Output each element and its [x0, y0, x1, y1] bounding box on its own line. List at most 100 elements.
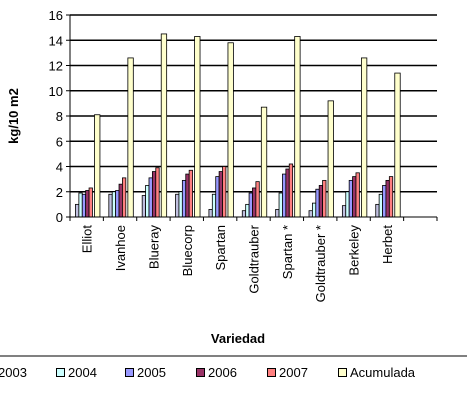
y-tick-label: 10 [49, 84, 63, 99]
bar-2007-Spartan * [288, 163, 294, 218]
legend-item: 2007 [267, 365, 308, 380]
bar-2003-Elliot [75, 203, 80, 218]
legend-item: Acumulada [338, 365, 415, 380]
bar-2006-Berkeley [352, 176, 357, 218]
bar-2003-Goldtrauber * [308, 210, 313, 218]
bar-2006-Bluecorp [185, 173, 190, 218]
y-tick-label: 2 [56, 185, 63, 200]
bar-Acumulada-Goldtrauber [260, 106, 268, 218]
grid-lines [70, 14, 437, 193]
bar-2007-Ivanhoe [122, 177, 127, 218]
bar-2003-Berkeley [341, 205, 347, 218]
bar-2005-Ivanhoe [115, 190, 120, 218]
bar-2003-Bluecorp [175, 193, 180, 218]
bar-Acumulada-Berkeley [361, 57, 368, 218]
bar-2005-Goldtrauber [248, 192, 253, 218]
bar-2004-Spartan * [278, 192, 283, 218]
legend-item: 2005 [125, 365, 166, 380]
bar-2004-Herbet [378, 193, 383, 218]
bar-2003-Herbet [375, 203, 380, 218]
legend-label: Acumulada [350, 365, 416, 380]
bar-Acumulada-Spartan * [294, 36, 301, 218]
bar-2004-Goldtrauber [245, 203, 250, 218]
bar-2004-Blueray [145, 185, 150, 218]
bar-2007-Goldtrauber [255, 181, 260, 218]
bar-2005-Bluecorp [181, 179, 187, 218]
tick-labels: 0 2 4 6 8 10 12 14 16 Elliot Ivanhoe Blueray Bluecor… [49, 8, 395, 302]
bar-2005-Goldtrauber * [315, 188, 320, 218]
y-axis-label: kg/10 m2 [6, 88, 21, 144]
x-tick-label: Blueray [146, 225, 161, 270]
bar-2006-Spartan [218, 171, 223, 218]
bar-2003-Goldtrauber [241, 210, 247, 218]
bar-2006-Ivanhoe [118, 183, 123, 218]
x-tick-label: Spartan * [280, 225, 295, 279]
legend-swatch [56, 368, 65, 377]
bar-2004-Goldtrauber * [312, 202, 317, 218]
legend: 2003 2004 2005 2006 2007 Acumulada [0, 365, 467, 389]
y-tick-label: 16 [49, 8, 63, 23]
legend-swatch [338, 368, 347, 377]
bar-2006-Spartan * [285, 168, 290, 218]
y-tick-label: 8 [56, 109, 63, 124]
bar-Acumulada-Spartan [227, 42, 234, 218]
x-tick-label: Goldtrauber * [313, 225, 328, 302]
bar-2005-Herbet [382, 185, 387, 218]
bar-2006-Goldtrauber * [318, 185, 324, 218]
bar-2007-Blueray [155, 167, 160, 218]
bar-2005-Berkeley [348, 179, 353, 218]
bar-2006-Elliot [85, 190, 90, 218]
bar-2004-Ivanhoe [111, 191, 117, 218]
bar-2007-Herbet [388, 176, 394, 218]
legend-item: 2006 [196, 365, 237, 380]
legend-label: 2006 [208, 365, 237, 380]
legend-swatch [125, 368, 134, 377]
legend-item: 2004 [56, 365, 97, 380]
x-tick-label: Goldtrauber [247, 224, 262, 293]
y-tick-label: 14 [49, 33, 63, 48]
bar-2004-Elliot [78, 192, 83, 218]
x-tick-label: Spartan [213, 225, 228, 271]
bar-2007-Goldtrauber * [322, 179, 327, 218]
y-tick-label: 0 [56, 210, 63, 225]
legend-swatch [196, 368, 205, 377]
y-tick-label: 6 [56, 134, 63, 149]
legend-swatch [267, 368, 276, 377]
bar-Acumulada-Ivanhoe [127, 57, 134, 218]
bar-2005-Blueray [148, 177, 153, 218]
y-tick-label: 4 [56, 160, 63, 175]
bar-2005-Spartan [215, 176, 220, 218]
legend-item: 2003 [0, 365, 27, 380]
x-tick-label: Herbet [380, 225, 395, 264]
bar-2003-Spartan [208, 209, 213, 218]
bar-2006-Blueray [151, 171, 157, 218]
legend-label: 2007 [279, 365, 308, 380]
x-tick-label: Ivanhoe [113, 225, 128, 271]
legend-label: 2004 [68, 365, 97, 380]
x-axis-label: Variedad [211, 331, 265, 346]
bar-2005-Spartan * [282, 173, 287, 218]
x-tick-label: Bluecorp [180, 225, 195, 276]
x-tick-label: Berkeley [347, 225, 362, 276]
legend-label: 2003 [0, 365, 27, 380]
bar-2007-Bluecorp [188, 169, 193, 218]
bar-2006-Goldtrauber [252, 187, 257, 218]
bar-2006-Herbet [385, 179, 390, 218]
bar-2007-Spartan [222, 166, 227, 218]
bars [75, 33, 401, 218]
axes [66, 14, 438, 221]
bar-2004-Bluecorp [178, 191, 183, 218]
bar-2003-Blueray [141, 195, 146, 218]
bar-2004-Berkeley [345, 191, 350, 218]
bar-Acumulada-Bluecorp [194, 36, 201, 218]
bar-Acumulada-Herbet [394, 72, 401, 218]
bar-2005-Elliot [81, 193, 87, 218]
bar-2007-Berkeley [355, 172, 360, 218]
bar-Acumulada-Goldtrauber * [327, 100, 334, 218]
legend-label: 2005 [137, 365, 166, 380]
bar-2004-Spartan [211, 193, 217, 218]
y-tick-label: 12 [49, 59, 63, 74]
bar-2003-Spartan * [275, 209, 280, 218]
bar-2003-Ivanhoe [108, 193, 113, 218]
